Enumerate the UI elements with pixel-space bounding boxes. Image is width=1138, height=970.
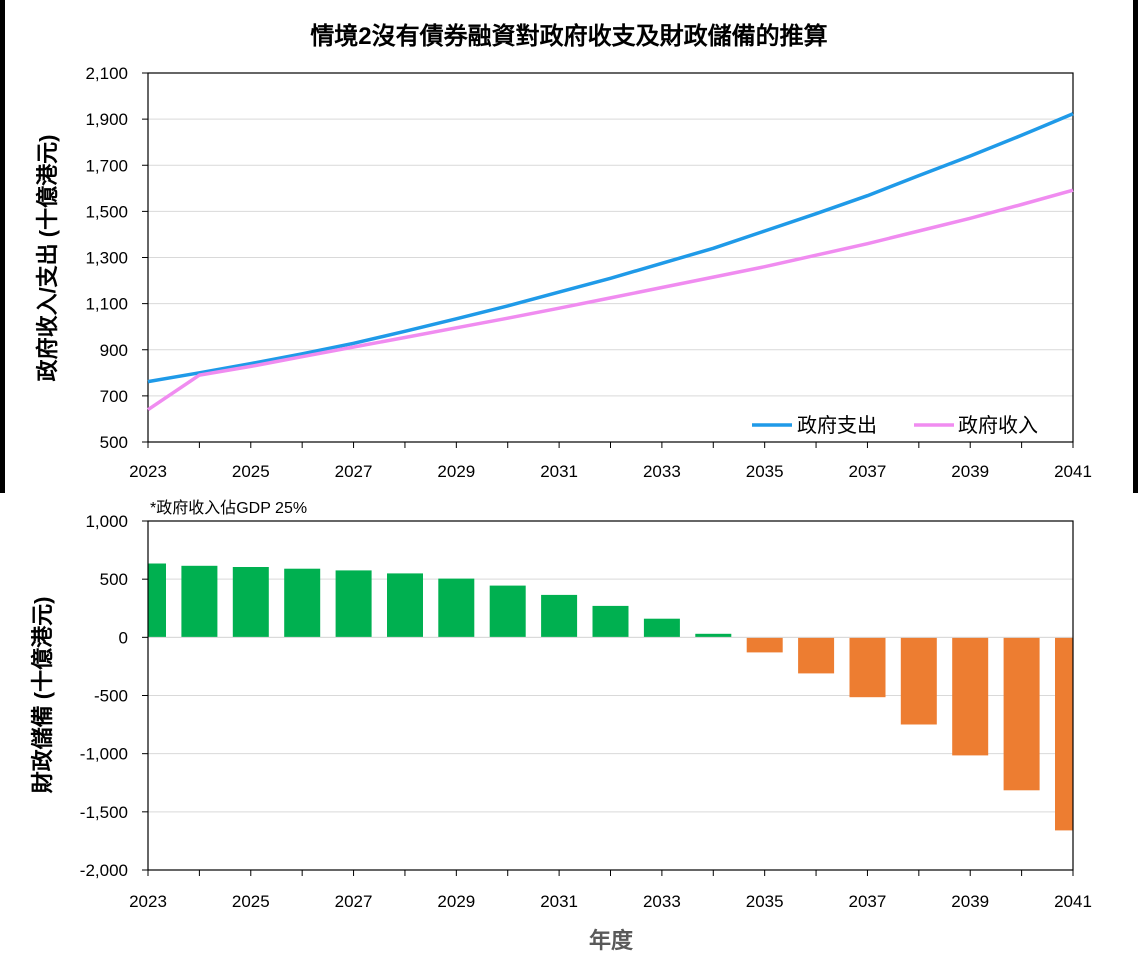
ytick-label-bottom-3: -500 [94,687,128,706]
bar-2035 [746,637,783,653]
bar-2039 [952,637,989,756]
xtick-label-bottom-2: 2027 [335,892,373,911]
xtick-label-top-2: 2027 [335,462,373,481]
ytick-label-top-0: 500 [100,433,128,452]
xtick-label-top-5: 2033 [643,462,681,481]
ytick-label-top-5: 1,500 [85,202,128,221]
bar-2032 [592,605,629,638]
xtick-label-top-8: 2039 [951,462,989,481]
bar-2023 [148,563,166,638]
ytick-label-bottom-4: 0 [119,628,128,647]
bar-2027 [335,570,372,638]
xtick-label-top-6: 2035 [746,462,784,481]
ytick-label-bottom-2: -1,000 [80,745,128,764]
xtick-label-bottom-8: 2039 [951,892,989,911]
bar-2033 [643,618,680,638]
xtick-label-bottom-6: 2035 [746,892,784,911]
bar-2029 [438,578,475,638]
annotation-note: *政府收入佔GDP 25% [150,499,307,517]
bar-2031 [541,594,578,638]
ytick-label-bottom-6: 1,000 [85,512,128,531]
bar-2036 [798,637,835,674]
ytick-label-top-3: 1,100 [85,295,128,314]
right-border [1133,0,1138,493]
bar-2025 [232,567,269,638]
xtick-label-top-3: 2029 [437,462,475,481]
ytick-label-top-6: 1,700 [85,156,128,175]
ytick-label-top-4: 1,300 [85,249,128,268]
bar-2028 [387,573,423,638]
x-axis-label: 年度 [589,928,634,953]
top-line-chart: 500 700 900 1,100 1,300 1,500 1,700 1,900 2,100 2… [35,64,1092,481]
bar-2030 [489,585,526,638]
y-axis-label-top: 政府收入/支出 (十億港元) [35,135,60,382]
bar-2026 [284,568,321,638]
xtick-label-top-4: 2031 [540,462,578,481]
ytick-label-top-2: 900 [100,341,128,360]
ytick-label-top-8: 2,100 [85,64,128,83]
bar-2041 [1055,637,1073,831]
bar-2037 [849,637,886,698]
xtick-label-bottom-4: 2031 [540,892,578,911]
xtick-label-top-1: 2025 [232,462,270,481]
bar-2038 [900,637,937,725]
bar-2034 [695,633,732,638]
xtick-label-bottom-0: 2023 [129,892,167,911]
series-line-1 [147,188,1074,412]
xtick-label-top-9: 2041 [1054,462,1092,481]
xtick-label-top-7: 2037 [849,462,887,481]
bar-2024 [181,565,218,638]
ytick-label-bottom-0: -2,000 [80,861,128,880]
ytick-label-bottom-1: -1,500 [80,803,128,822]
xtick-label-bottom-5: 2033 [643,892,681,911]
bar-2040 [1003,637,1040,791]
xtick-label-bottom-7: 2037 [849,892,887,911]
xtick-label-top-0: 2023 [129,462,167,481]
y-axis-label-bottom: 財政儲備 (十億港元) [30,597,55,794]
chart-title: 情境2沒有債券融資對政府收支及財政儲備的推算 [310,23,828,50]
legend-label-1: 政府收入 [958,414,1038,437]
left-border [0,0,5,493]
ytick-label-top-7: 1,900 [85,110,128,129]
xtick-label-bottom-9: 2041 [1054,892,1092,911]
ytick-label-top-1: 700 [100,387,128,406]
series-line-0 [147,112,1074,384]
xtick-label-bottom-1: 2025 [232,892,270,911]
legend-label-0: 政府支出 [797,414,877,437]
xtick-label-bottom-3: 2029 [437,892,475,911]
ytick-label-bottom-5: 500 [100,570,128,589]
bottom-bar-chart: -2,000 -1,500 -1,000 -500 0 500 1,000 2023 2025 2… [30,499,1092,953]
